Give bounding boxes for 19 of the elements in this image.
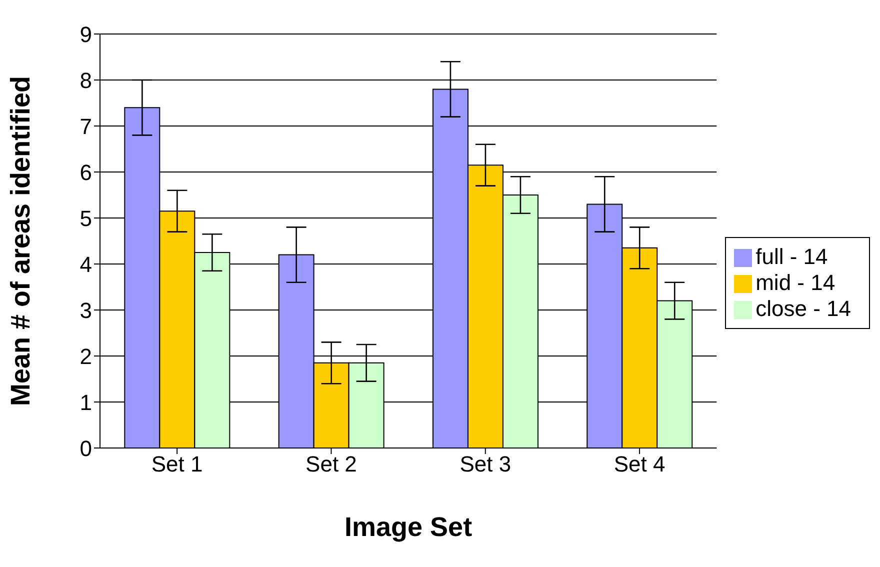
x-tick-label: Set 4 bbox=[614, 452, 666, 477]
legend-label: full - 14 bbox=[756, 244, 828, 269]
y-tick-label: 8 bbox=[80, 68, 92, 93]
x-tick-label: Set 2 bbox=[306, 452, 357, 477]
y-tick-label: 2 bbox=[80, 344, 92, 369]
x-tick-label: Set 3 bbox=[460, 452, 512, 477]
y-tick-label: 0 bbox=[80, 436, 92, 461]
x-tick-label: Set 1 bbox=[151, 452, 203, 477]
y-tick-label: 7 bbox=[80, 114, 92, 139]
y-tick-label: 3 bbox=[80, 298, 92, 323]
legend-label: mid - 14 bbox=[756, 270, 836, 295]
y-tick-label: 1 bbox=[80, 390, 92, 415]
x-axis-title: Image Set bbox=[344, 512, 472, 542]
y-tick-label: 4 bbox=[80, 252, 92, 277]
y-tick-label: 5 bbox=[80, 206, 92, 231]
y-axis-title: Mean # of areas identified bbox=[6, 76, 36, 406]
y-tick-label: 6 bbox=[80, 160, 92, 185]
y-tick-label: 9 bbox=[80, 22, 92, 47]
legend-label: close - 14 bbox=[756, 296, 851, 321]
